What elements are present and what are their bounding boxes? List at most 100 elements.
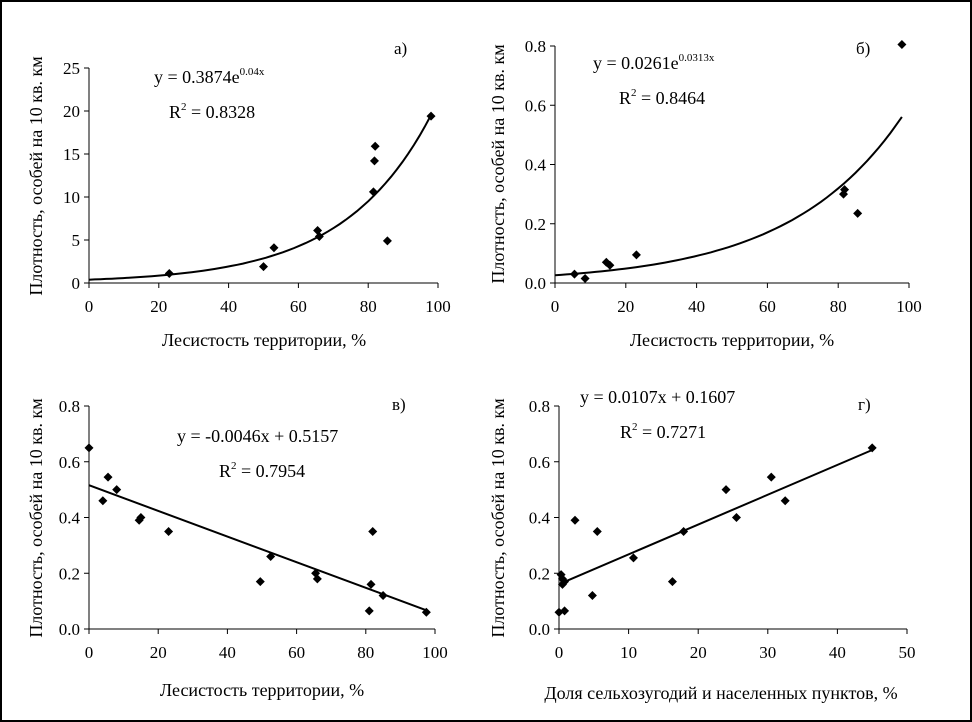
y-tick-label: 0.6 — [529, 453, 550, 472]
equation-main: y = 0.0107x + 0.1607 — [580, 387, 735, 407]
y-tick-label: 20 — [63, 102, 80, 121]
x-tick-label: 20 — [690, 643, 707, 662]
y-tick-label: 25 — [63, 59, 80, 78]
data-point — [378, 591, 388, 601]
data-point — [382, 236, 392, 246]
data-point — [84, 443, 94, 453]
r-squared: R2 = 0.8328 — [169, 101, 255, 122]
data-point — [259, 262, 268, 272]
x-tick-label: 40 — [688, 297, 705, 316]
r-squared: R2 = 0.8464 — [619, 87, 705, 108]
y-tick-label: 0.4 — [529, 509, 551, 528]
data-point — [628, 553, 638, 563]
r-squared: R2 = 0.7954 — [219, 460, 305, 481]
data-point — [255, 577, 265, 587]
r2-exponent: 2 — [631, 87, 637, 99]
equation-exponent: 0.04x — [240, 66, 265, 78]
data-point — [570, 515, 580, 525]
data-point — [587, 591, 597, 601]
y-tick-label: 0.2 — [525, 215, 546, 234]
r2-symbol: R — [169, 102, 181, 122]
y-tick-label: 0.4 — [525, 156, 547, 175]
data-point — [560, 577, 570, 587]
data-point — [667, 577, 677, 587]
data-point — [897, 40, 907, 50]
x-tick-label: 0 — [85, 643, 94, 662]
x-tick-label: 20 — [150, 297, 167, 316]
panel-label: г) — [858, 395, 871, 414]
r2-value: = 0.7271 — [638, 422, 707, 442]
data-point — [421, 607, 431, 617]
chart-panel-4: 0.0 0.2 0.4 0.6 0.8 0 10 20 30 40 50 Доля сельхозуг… — [488, 387, 916, 703]
data-point — [266, 552, 276, 562]
chart-panel-1: 0 5 10 15 20 25 0 20 40 60 80 100 Лесистость террито… — [26, 39, 451, 350]
y-tick-label: 0.0 — [529, 620, 550, 639]
equation-exponent: 0.0313x — [679, 52, 715, 64]
y-tick-label: 0.6 — [525, 96, 546, 115]
data-point — [366, 579, 376, 589]
x-tick-label: 30 — [759, 643, 776, 662]
trend-equation: y = 0.3874e0.04x — [154, 66, 265, 87]
y-tick-label: 10 — [63, 188, 80, 207]
y-tick-label: 0.8 — [525, 37, 546, 56]
y-tick-label: 0.8 — [59, 397, 80, 416]
trend-equation: y = 0.0261e0.0313x — [593, 52, 715, 73]
x-tick-label: 40 — [220, 297, 237, 316]
x-tick-label: 20 — [150, 643, 167, 662]
x-tick-label: 80 — [357, 643, 374, 662]
y-tick-label: 0 — [72, 274, 81, 293]
x-tick-label: 100 — [896, 297, 922, 316]
y-tick-label: 0.2 — [59, 564, 80, 583]
panel-label: а) — [394, 39, 407, 58]
x-axis-title: Доля сельхозугодий и населенных пунктов,… — [544, 683, 897, 703]
data-point — [569, 269, 579, 279]
trendline — [554, 116, 903, 277]
data-point — [679, 526, 689, 536]
x-tick-label: 20 — [617, 297, 634, 316]
data-point — [592, 526, 602, 536]
y-tick-label: 5 — [72, 231, 81, 250]
x-tick-label: 60 — [288, 643, 305, 662]
chart-panel-3: 0.0 0.2 0.4 0.6 0.8 0 20 40 60 80 100 Лесистость те… — [26, 395, 448, 700]
data-point — [112, 485, 122, 495]
r2-symbol: R — [219, 461, 231, 481]
data-point — [560, 606, 570, 616]
data-point — [364, 606, 374, 616]
x-tick-label: 60 — [290, 297, 307, 316]
data-point — [368, 187, 378, 197]
data-point — [98, 496, 108, 506]
data-point — [136, 513, 146, 522]
data-point — [426, 111, 436, 121]
r-squared: R2 = 0.7271 — [620, 421, 706, 442]
data-point — [853, 208, 863, 218]
data-point — [269, 243, 279, 253]
data-point — [780, 496, 790, 506]
r2-exponent: 2 — [181, 101, 187, 113]
y-axis-title: Плотность, особей на 10 кв. км — [488, 44, 508, 283]
r2-exponent: 2 — [632, 421, 638, 433]
x-axis-title: Лесистость территории, % — [160, 680, 364, 700]
r2-symbol: R — [620, 422, 632, 442]
r2-value: = 0.8328 — [187, 102, 256, 122]
chart-panel-2: 0.0 0.2 0.4 0.6 0.8 0 20 40 60 80 100 Лесистость те… — [488, 37, 922, 350]
x-axis-title: Лесистость территории, % — [162, 330, 366, 350]
equation-main: y = 0.3874e — [154, 67, 240, 87]
data-point — [867, 443, 877, 453]
trendline — [88, 484, 429, 612]
y-axis-title: Плотность, особей на 10 кв. км — [488, 398, 508, 637]
x-tick-label: 40 — [219, 643, 236, 662]
data-point — [840, 185, 850, 195]
x-tick-label: 100 — [422, 643, 448, 662]
data-point — [370, 141, 380, 151]
y-tick-label: 0.6 — [59, 453, 80, 472]
panel-label: в) — [392, 395, 406, 414]
x-tick-label: 40 — [829, 643, 846, 662]
equation-main: y = -0.0046x + 0.5157 — [177, 426, 338, 446]
y-axis-title: Плотность, особей на 10 кв. км — [26, 56, 46, 295]
trend-equation: y = 0.0107x + 0.1607 — [580, 387, 735, 407]
r2-symbol: R — [619, 88, 631, 108]
data-point — [164, 526, 174, 536]
data-point — [580, 274, 590, 284]
